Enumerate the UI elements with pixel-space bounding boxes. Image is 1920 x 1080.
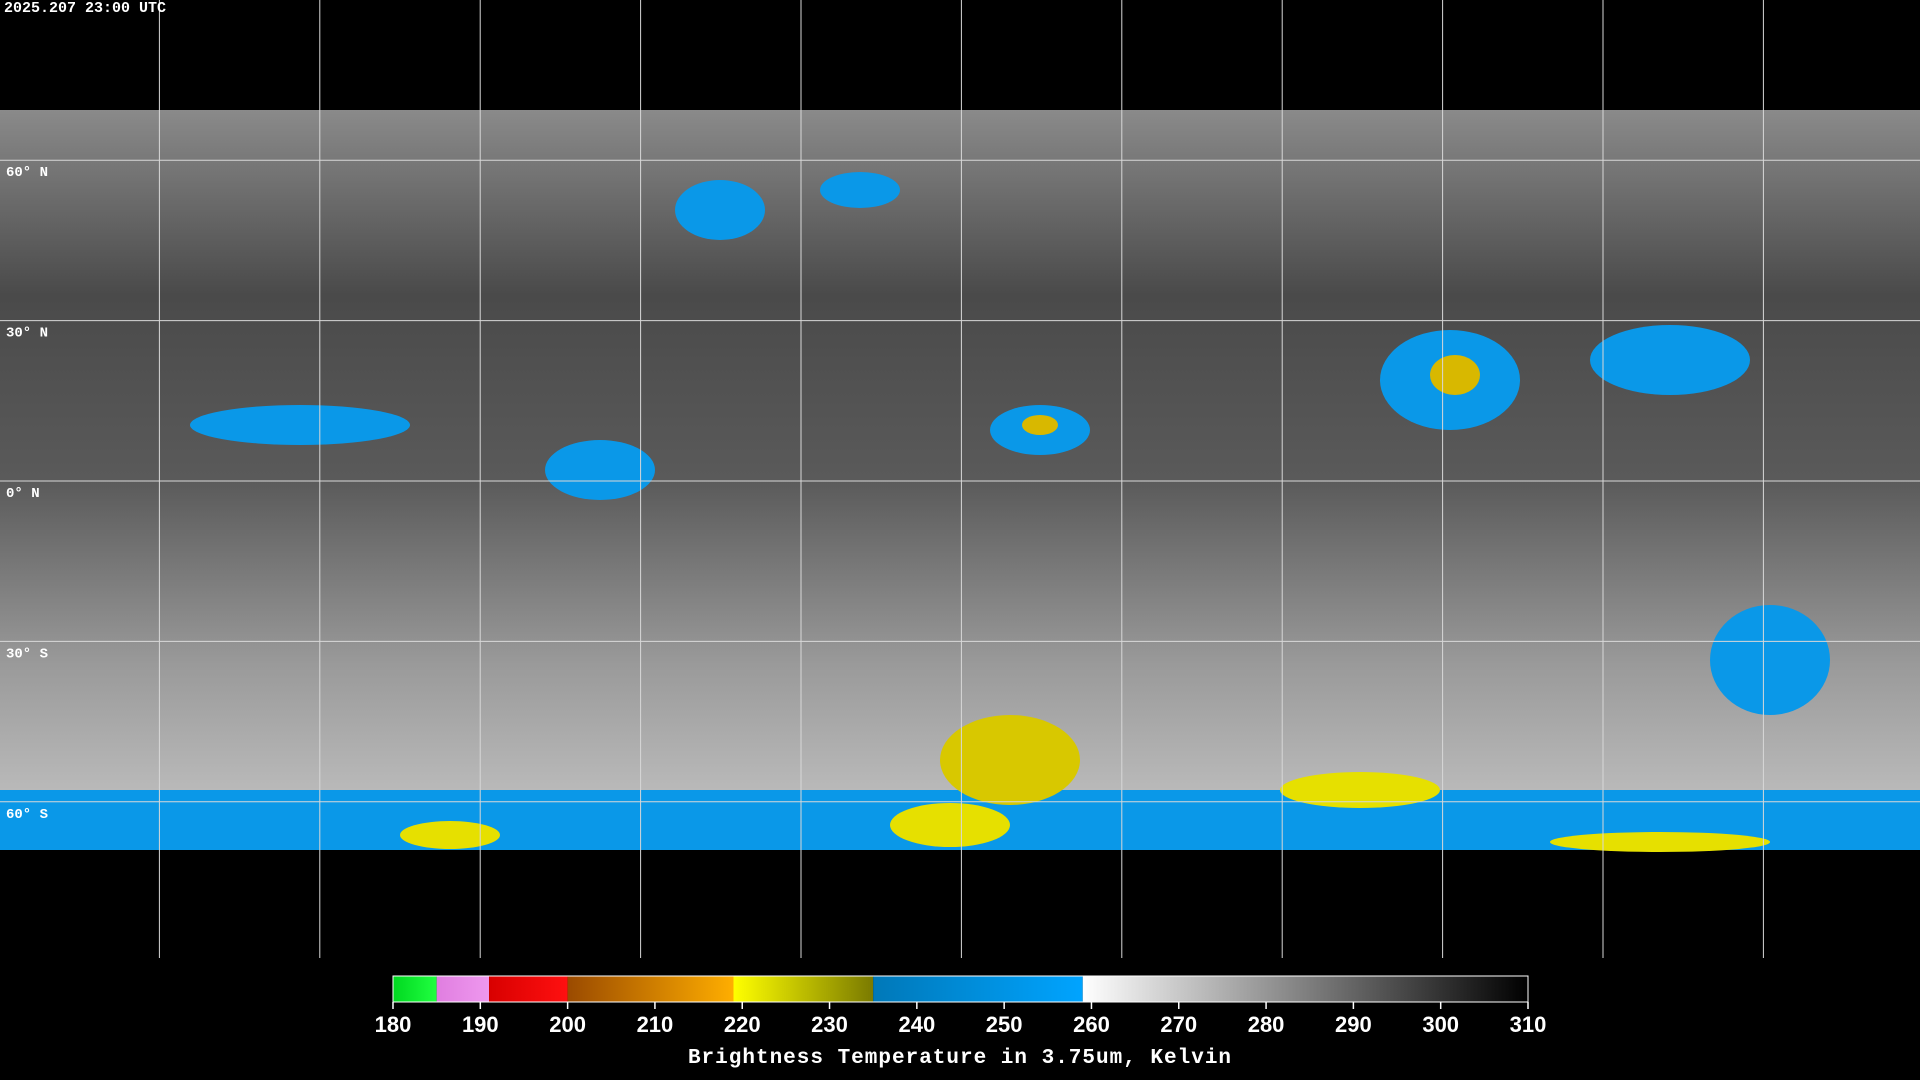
colorbar-segment — [873, 976, 1083, 1002]
colorbar-segment — [733, 976, 874, 1002]
cloud — [545, 440, 655, 500]
cloud — [1590, 325, 1750, 395]
colorbar-tick-label: 300 — [1422, 1012, 1459, 1037]
cloud — [1022, 415, 1058, 435]
colorbar-tick-label: 270 — [1160, 1012, 1197, 1037]
colorbar-segment — [567, 976, 734, 1002]
colorbar-tick-label: 180 — [375, 1012, 412, 1037]
cold-cloud — [890, 803, 1010, 847]
colorbar-tick-label: 190 — [462, 1012, 499, 1037]
colorbar-tick-label: 290 — [1335, 1012, 1372, 1037]
colorbar-title: Brightness Temperature in 3.75um, Kelvin — [688, 1047, 1232, 1070]
colorbar-outline — [392, 975, 1529, 1003]
cold-cloud — [1550, 832, 1770, 852]
latitude-label: 0° N — [6, 486, 40, 502]
colorbar-tick-label: 240 — [898, 1012, 935, 1037]
colorbar-segment — [489, 976, 568, 1002]
colorbar-tick-label: 220 — [724, 1012, 761, 1037]
latitude-label: 60° N — [6, 165, 48, 181]
colorbar-tick-label: 280 — [1248, 1012, 1285, 1037]
cold-cloud — [1280, 772, 1440, 808]
colorbar-segment — [393, 976, 437, 1002]
cloud — [1710, 605, 1830, 715]
cloud — [190, 405, 410, 445]
colorbar-segment — [1082, 976, 1528, 1002]
cold-cloud — [400, 821, 500, 849]
timestamp: 2025.207 23:00 UTC — [4, 0, 166, 17]
latitude-label: 60° S — [6, 807, 48, 823]
colorbar: 180 190 200 210 220 230 240 250 260 270 280 290 300 3… — [375, 975, 1547, 1037]
colorbar-tick-label: 250 — [986, 1012, 1023, 1037]
cloud — [675, 180, 765, 240]
colorbar-segment — [436, 976, 490, 1002]
colorbar-tick-label: 260 — [1073, 1012, 1110, 1037]
colorbar-tick-label: 310 — [1510, 1012, 1547, 1037]
latitude-label: 30° S — [6, 646, 48, 662]
colorbar-tick-label: 230 — [811, 1012, 848, 1037]
graticule: 60° N 30° N 0° N 30° S 60° S — [0, 0, 1920, 958]
colorbar-tick-label: 210 — [637, 1012, 674, 1037]
latitude-label: 30° N — [6, 326, 48, 342]
colorbar-tick-label: 200 — [549, 1012, 586, 1037]
cloud — [820, 172, 900, 208]
cold-cloud — [940, 715, 1080, 805]
cloud — [1430, 355, 1480, 395]
